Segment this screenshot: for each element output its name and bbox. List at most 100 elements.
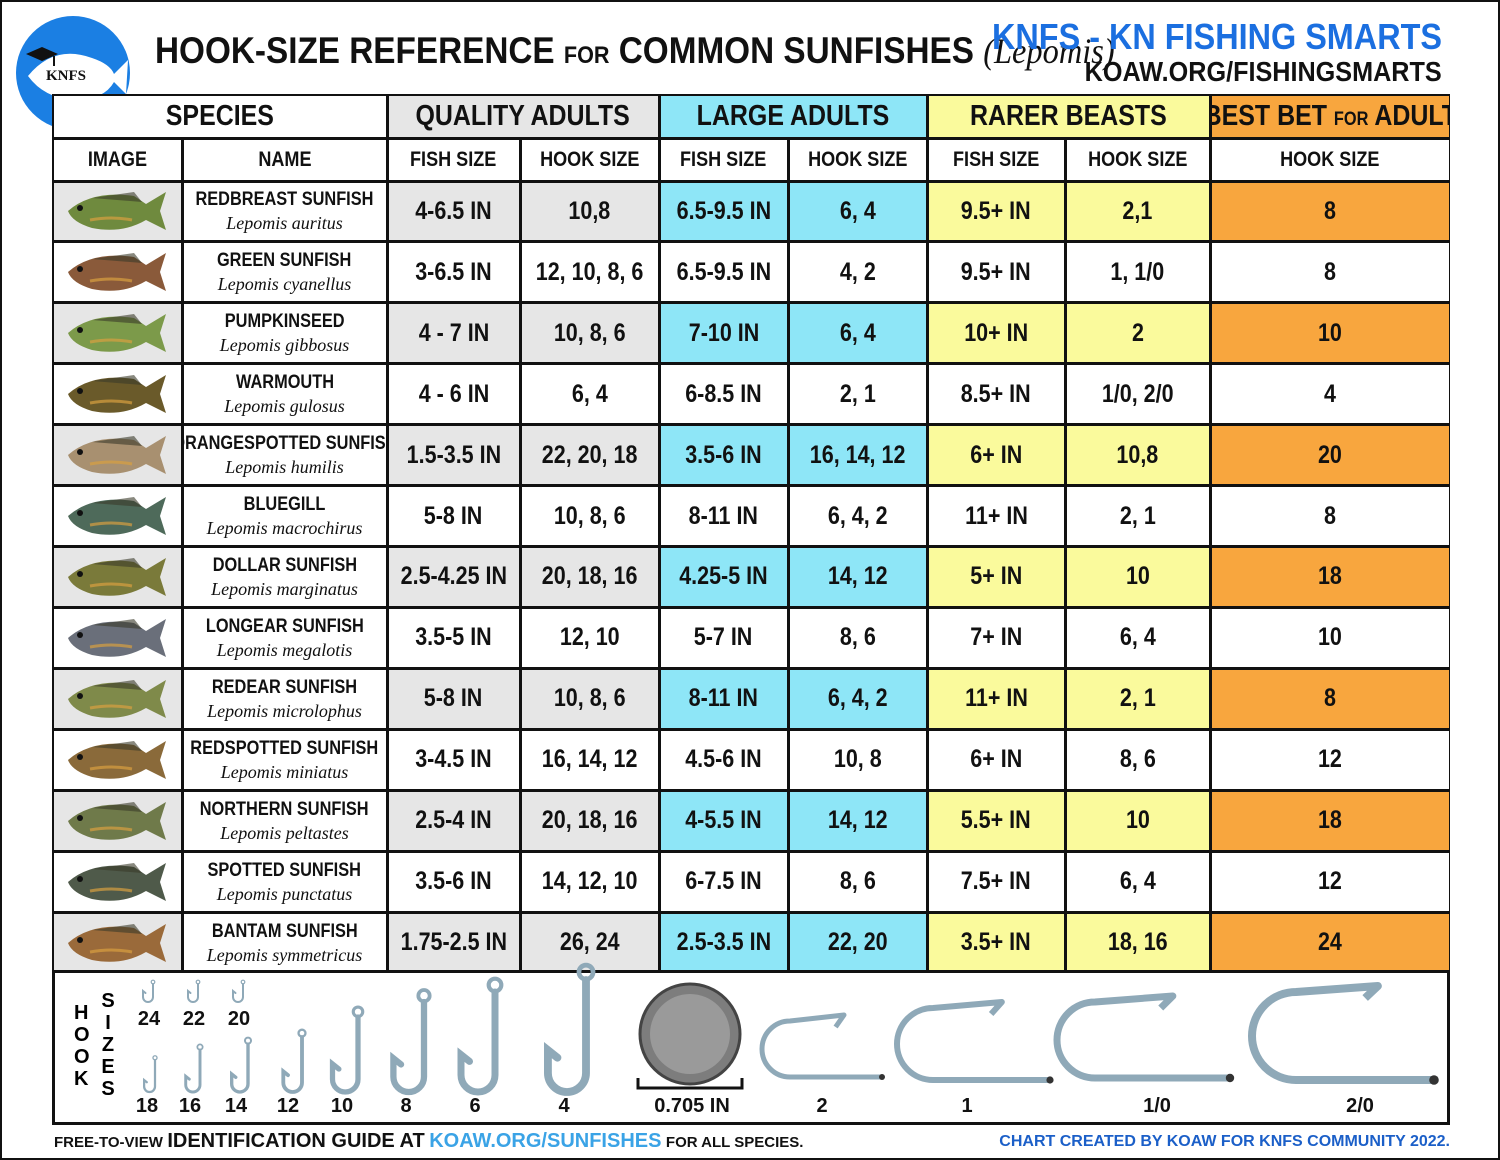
value-text: 1, 1/0: [1110, 257, 1165, 286]
value-cell: 4.5-6 IN: [660, 730, 787, 789]
value-text: 20: [1318, 440, 1342, 469]
value-cell: 2,1: [1066, 182, 1209, 241]
fish-image: [68, 375, 166, 414]
hook-size-label: 10: [330, 1095, 354, 1117]
value-text: 10, 8, 6: [553, 684, 626, 713]
value-text: 3.5-6 IN: [685, 440, 762, 469]
strip-bg: [55, 973, 1447, 1122]
group-text: BEST BET FOR ADULT: [1212, 100, 1449, 133]
value-text: 20, 18, 16: [541, 562, 638, 591]
scientific-name: Lepomis macrochirus: [206, 518, 363, 539]
value-text: 6, 4: [1119, 623, 1156, 652]
value-cell: 18: [1211, 548, 1449, 606]
value-cell: 6, 4: [789, 304, 926, 363]
hook: [457, 988, 499, 1096]
hook-eye: [576, 962, 596, 982]
value-cell: 1, 1/0: [1066, 243, 1209, 302]
value-cell: 1.75-2.5 IN: [388, 913, 519, 972]
scientific-name: Lepomis auritus: [226, 213, 343, 234]
value-cell: 2: [1066, 304, 1209, 363]
image-cell: [53, 182, 181, 241]
value-text: 11+ IN: [964, 684, 1028, 713]
image-cell: [53, 913, 181, 972]
species-name: BANTAM SUNFISH: [211, 920, 358, 942]
value-cell: 7.5+ IN: [928, 852, 1064, 911]
column-header-text: FISH SIZE: [680, 147, 767, 171]
value-text: 8, 6: [839, 867, 876, 896]
value-cell: 7+ IN: [928, 608, 1064, 667]
value-cell: 5-8 IN: [388, 669, 519, 728]
value-cell: 12: [1211, 730, 1449, 789]
value-cell: 10,8: [521, 182, 658, 241]
value-text: 5+ IN: [969, 562, 1022, 591]
value-text: 4 - 6 IN: [418, 379, 489, 408]
value-text: 9.5+ IN: [961, 196, 1031, 225]
value-cell: 2.5-3.5 IN: [660, 913, 787, 972]
logo-text: KNFS: [46, 68, 86, 84]
column-header-text: FISH SIZE: [952, 147, 1040, 171]
name-cell: BLUEGILL Lepomis macrochirus: [183, 487, 386, 546]
hook: [143, 1058, 157, 1094]
value-cell: 6-8.5 IN: [660, 365, 787, 424]
value-text: 12, 10: [559, 623, 620, 652]
hook: [281, 1035, 304, 1094]
footer-link[interactable]: KOAW.ORG/SUNFISHES: [429, 1130, 662, 1152]
image-cell: [53, 243, 181, 302]
value-text: 24: [1318, 928, 1342, 957]
group-header: QUALITY ADULTS: [388, 95, 658, 137]
value-text: 2, 1: [1119, 684, 1156, 713]
table: SPECIES QUALITY ADULTS LARGE ADULTS RARER B…: [52, 94, 1450, 973]
value-cell: 6, 4, 2: [789, 487, 926, 546]
column-header-text: HOOK SIZE: [1280, 147, 1380, 171]
footer-left: FREE-TO-VIEW IDENTIFICATION GUIDE AT KOA…: [54, 1130, 803, 1153]
value-text: 6, 4, 2: [827, 501, 888, 530]
hook-size-label: 24: [137, 1008, 161, 1030]
value-text: 10: [1318, 623, 1342, 652]
hook: [1248, 982, 1434, 1084]
value-cell: 11+ IN: [928, 669, 1064, 728]
group-text: LARGE ADULTS: [696, 99, 890, 132]
value-text: 8, 6: [839, 623, 876, 652]
column-header-text: HOOK SIZE: [1087, 147, 1188, 171]
value-text: 14, 12, 10: [541, 867, 638, 896]
column-header: FISH SIZE: [660, 139, 787, 180]
coin-inner: [650, 994, 730, 1074]
image-cell: [53, 426, 181, 485]
value-text: 6, 4: [571, 379, 608, 408]
hook-eye: [879, 1074, 885, 1080]
value-text: 10,8: [568, 196, 611, 225]
hook: [232, 983, 244, 1003]
image-cell: [53, 365, 181, 424]
value-cell: 4-5.5 IN: [660, 791, 787, 850]
value-text: 6-8.5 IN: [685, 379, 762, 408]
column-header: HOOK SIZE: [521, 139, 658, 180]
value-cell: 5-8 IN: [388, 487, 519, 546]
hook-eye: [1429, 1075, 1439, 1085]
hook-size-label: 1: [961, 1095, 973, 1117]
hook: [187, 983, 199, 1003]
value-text: 3.5+ IN: [961, 928, 1031, 957]
value-text: 10, 8, 6: [553, 318, 626, 347]
value-cell: 26, 24: [521, 913, 658, 972]
value-text: 10+ IN: [964, 318, 1028, 347]
value-text: 8: [1324, 196, 1336, 225]
scientific-name: Lepomis gibbosus: [219, 335, 350, 356]
column-header-text: NAME: [257, 147, 312, 171]
column-header: HOOK SIZE: [1066, 139, 1209, 180]
value-cell: 22, 20, 18: [521, 426, 658, 485]
value-text: 22, 20, 18: [541, 440, 638, 469]
sizes-title: SIZES: [101, 990, 115, 1100]
hook-eye: [152, 1055, 158, 1061]
hook-eye: [240, 979, 246, 985]
hook-size-label: 2: [816, 1095, 828, 1117]
value-text: 4.25-5 IN: [679, 562, 768, 591]
value-text: 5-8 IN: [424, 501, 483, 530]
group-text-main: BEST BET: [1211, 99, 1327, 132]
hook-eye: [416, 988, 432, 1004]
species-name: WARMOUTH: [235, 372, 334, 394]
group-text: RARER BEASTS: [970, 99, 1167, 132]
brand-url: KOAW.ORG/FISHINGSMARTS: [1084, 56, 1442, 87]
hook-eye: [297, 1028, 307, 1038]
value-text: 6-7.5 IN: [685, 867, 762, 896]
value-text: 8-11 IN: [688, 501, 759, 530]
